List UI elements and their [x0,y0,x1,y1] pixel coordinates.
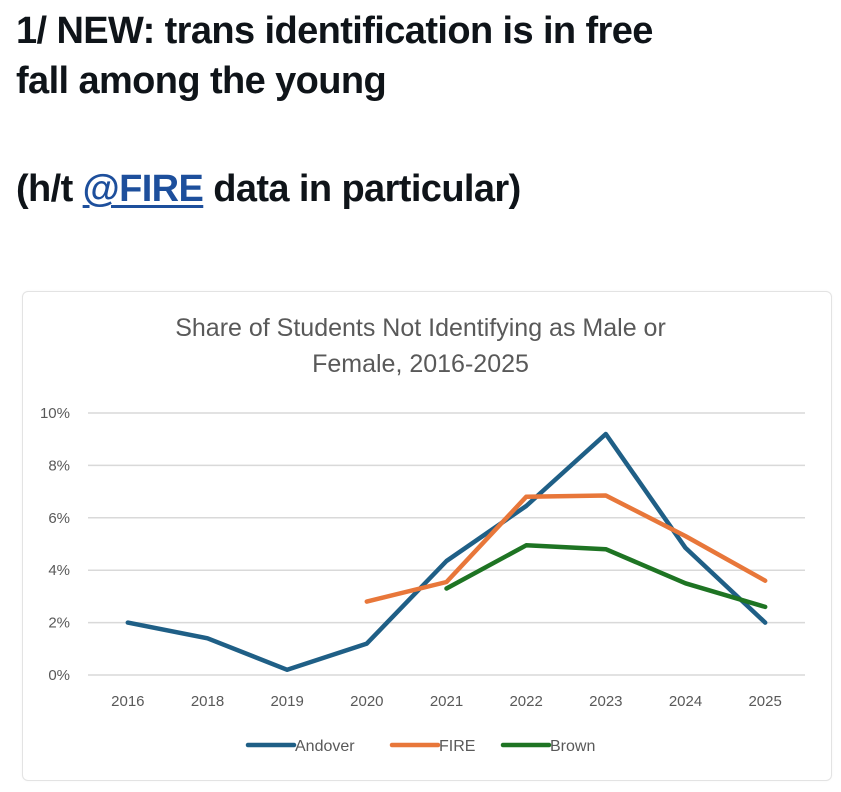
series-line-andover [125,431,768,673]
series-line-fire [364,493,768,604]
post-line-1: 1/ NEW: trans identification is in free [16,10,653,52]
chart-title: Share of Students Not Identifying as Mal… [0,310,841,382]
post-line-3-suffix: data in particular) [203,168,521,210]
y-tick-label: 4% [48,562,70,579]
chart-title-line-1: Share of Students Not Identifying as Mal… [175,314,666,342]
x-tick-label: 2019 [270,693,303,710]
series-lines [125,431,768,673]
post-line-3-prefix: (h/t [16,168,83,210]
y-tick-label: 0% [48,667,70,684]
y-tick-label: 8% [48,457,70,474]
x-axis-ticks: 2016 2018 2019 2020 2021 2022 2023 2024 2025 [111,693,782,710]
series-line-brown [444,543,768,610]
y-axis-ticks: 0% 2% 4% 6% 8% 10% [40,405,70,684]
x-tick-label: 2020 [350,693,383,710]
x-tick-label: 2016 [111,693,144,710]
y-tick-label: 2% [48,615,70,632]
x-tick-label: 2023 [589,693,622,710]
x-tick-label: 2025 [748,693,781,710]
gridlines [88,412,805,676]
x-tick-label: 2024 [669,693,702,710]
x-tick-label: 2021 [430,693,463,710]
y-tick-label: 6% [48,510,70,527]
x-tick-label: 2022 [509,693,542,710]
legend: Andover FIRE Brown [245,738,595,755]
fire-mention-link[interactable]: @FIRE [82,168,204,210]
post-text: 1/ NEW: trans identification is in free … [16,6,836,214]
legend-label-andover: Andover [295,738,355,755]
chart-title-line-2: Female, 2016-2025 [312,350,529,378]
y-tick-label: 10% [40,405,70,422]
legend-label-fire: FIRE [439,738,475,755]
post-line-2: fall among the young [16,60,387,102]
x-tick-label: 2018 [191,693,224,710]
chart-card [22,291,832,781]
legend-label-brown: Brown [550,738,595,755]
post-line-3: (h/t @FIRE data in particular) [16,164,836,214]
